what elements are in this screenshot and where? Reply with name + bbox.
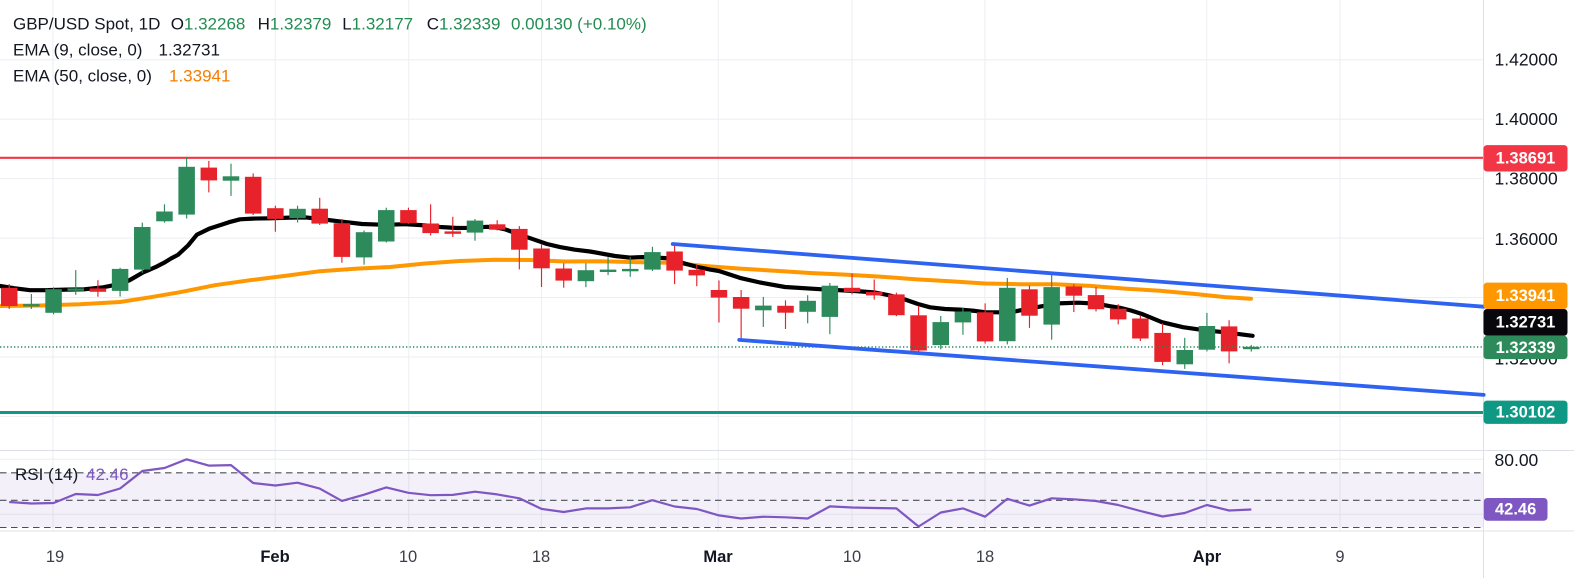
svg-text:1.32731: 1.32731 [159, 41, 220, 60]
svg-text:10: 10 [399, 548, 417, 566]
svg-text:1.38000: 1.38000 [1495, 169, 1559, 189]
svg-text:18: 18 [532, 548, 550, 566]
svg-text:L1.32177: L1.32177 [342, 15, 413, 34]
svg-text:C1.32339: C1.32339 [427, 15, 501, 34]
svg-text:1.36000: 1.36000 [1495, 229, 1559, 249]
svg-text:1.40000: 1.40000 [1495, 109, 1559, 129]
svg-text:19: 19 [46, 548, 64, 566]
svg-text:Mar: Mar [703, 548, 733, 566]
svg-text:GBP/USD Spot, 1D: GBP/USD Spot, 1D [13, 15, 160, 34]
svg-text:42.46: 42.46 [86, 465, 129, 484]
svg-text:0.00130 (+0.10%): 0.00130 (+0.10%) [511, 15, 647, 34]
svg-text:EMA (50, close, 0): EMA (50, close, 0) [13, 67, 152, 86]
svg-text:1.32339: 1.32339 [1496, 339, 1556, 357]
svg-text:9: 9 [1335, 548, 1344, 566]
svg-text:18: 18 [976, 548, 994, 566]
svg-text:80.00: 80.00 [1495, 450, 1539, 470]
svg-text:EMA (9, close, 0): EMA (9, close, 0) [13, 41, 142, 60]
svg-text:H1.32379: H1.32379 [258, 15, 332, 34]
svg-text:1.33941: 1.33941 [1496, 287, 1556, 305]
svg-text:10: 10 [843, 548, 861, 566]
svg-text:Feb: Feb [260, 548, 289, 566]
svg-text:42.46: 42.46 [1495, 501, 1536, 519]
svg-text:1.42000: 1.42000 [1495, 50, 1559, 70]
svg-text:Apr: Apr [1193, 548, 1222, 566]
svg-text:1.32731: 1.32731 [1496, 314, 1556, 332]
svg-text:1.33941: 1.33941 [169, 67, 230, 86]
svg-text:RSI (14): RSI (14) [15, 465, 78, 484]
svg-text:1.38691: 1.38691 [1496, 150, 1556, 168]
svg-text:O1.32268: O1.32268 [171, 15, 246, 34]
svg-text:1.30102: 1.30102 [1496, 404, 1556, 422]
